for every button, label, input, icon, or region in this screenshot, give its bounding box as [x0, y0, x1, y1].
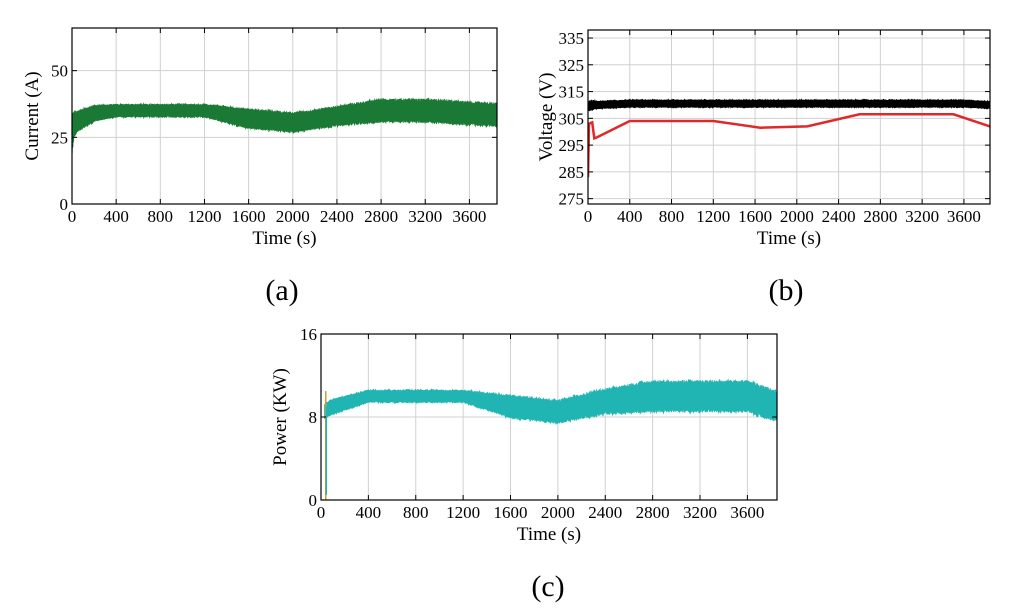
x-axis-label: Time (s) [757, 228, 821, 249]
x-tick-label: 2400 [822, 207, 856, 226]
y-tick-label: 275 [559, 190, 585, 209]
chart-panel-a: 0 400 800 1200 1600 2000 2400 2800 3200 3600 0 25 50… [22, 27, 498, 307]
x-tick-label: 2800 [364, 207, 398, 226]
x-tick-label: 3600 [452, 207, 486, 226]
y-tick-label: 325 [559, 56, 585, 75]
x-tick-label: 0 [584, 207, 593, 226]
x-tick-label: 2000 [780, 207, 814, 226]
chart-panel-c: 0 400 800 1200 1600 2000 2400 2800 3200 3600 0 8 16 T… [270, 325, 778, 603]
y-tick-label: 315 [559, 83, 585, 102]
x-axis-label: Time (s) [252, 228, 316, 249]
y-tick-label: 335 [559, 29, 585, 48]
x-tick-label: 800 [148, 207, 174, 226]
x-tick-label: 1600 [232, 207, 266, 226]
panel-label: (a) [265, 274, 298, 307]
x-tick-label: 800 [403, 503, 429, 522]
x-tick-label: 1600 [494, 503, 528, 522]
plot-frame [587, 29, 991, 205]
x-axis-label: Time (s) [517, 524, 581, 545]
x-tick-label: 2800 [863, 207, 897, 226]
x-tick-label: 2800 [636, 503, 670, 522]
panel-label: (b) [769, 274, 804, 307]
x-tick-label: 3200 [683, 503, 717, 522]
x-tick-label: 400 [356, 503, 382, 522]
x-tick-label: 3200 [408, 207, 442, 226]
x-tick-label: 3600 [730, 503, 764, 522]
y-tick-label: 25 [51, 128, 68, 147]
x-tick-label: 1600 [738, 207, 772, 226]
x-tick-label: 2400 [320, 207, 354, 226]
x-tick-label: 0 [317, 503, 326, 522]
x-tick-label: 3200 [905, 207, 939, 226]
y-tick-label: 16 [300, 325, 317, 344]
y-axis-label: Current (A) [22, 71, 43, 160]
x-tick-label: 1200 [187, 207, 221, 226]
y-tick-label: 8 [309, 408, 318, 427]
series-a-1-texture [72, 98, 497, 155]
y-tick-label: 0 [309, 491, 318, 510]
series-b-2-line [588, 113, 990, 178]
x-tick-label: 2400 [588, 503, 622, 522]
x-tick-label: 400 [617, 207, 643, 226]
x-tick-label: 1200 [446, 503, 480, 522]
series-c-1-texture [324, 380, 777, 424]
y-tick-label: 295 [559, 136, 585, 155]
x-tick-label: 2000 [276, 207, 310, 226]
x-tick-label: 2000 [541, 503, 575, 522]
y-tick-label: 0 [60, 195, 69, 214]
y-tick-label: 305 [559, 109, 585, 128]
y-axis-label: Power (KW) [270, 368, 291, 466]
x-tick-label: 1200 [696, 207, 730, 226]
x-tick-label: 800 [659, 207, 685, 226]
x-tick-label: 400 [103, 207, 129, 226]
chart-panel-b: 0 400 800 1200 1600 2000 2400 2800 3200 3600 275 28… [536, 29, 991, 307]
y-axis-label: Voltage (V) [536, 73, 557, 162]
plot-frame [71, 27, 498, 205]
y-tick-label: 50 [51, 62, 68, 81]
y-tick-label: 285 [559, 163, 585, 182]
x-tick-label: 0 [68, 207, 77, 226]
series-b-1-texture [588, 99, 990, 112]
x-tick-label: 3600 [947, 207, 981, 226]
panel-label: (c) [531, 570, 564, 603]
